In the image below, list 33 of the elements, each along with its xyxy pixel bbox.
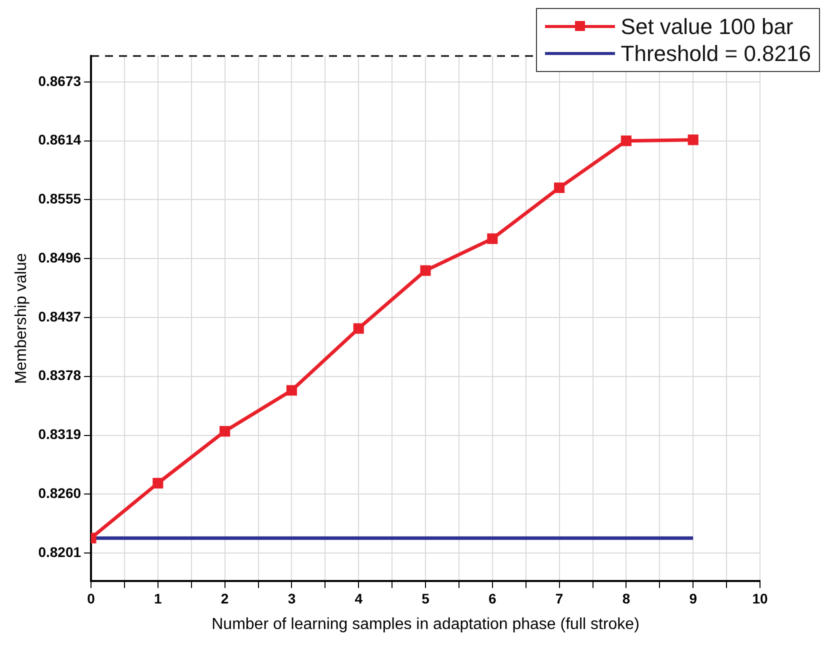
x-tick-label: 4 bbox=[354, 590, 363, 606]
x-tick-label: 2 bbox=[220, 590, 229, 606]
y-tick-label: 0.8437 bbox=[38, 308, 82, 324]
legend-label: Threshold = 0.8216 bbox=[620, 40, 811, 67]
point bbox=[688, 134, 698, 146]
x-tick-label: 8 bbox=[622, 590, 630, 606]
y-axis-title: Membership value bbox=[13, 253, 30, 384]
x-tick-label: 5 bbox=[422, 590, 430, 606]
x-axis-title: Number of learning samples in adaptation phase (full stroke) bbox=[212, 616, 640, 633]
x-tick-label: 9 bbox=[689, 590, 698, 606]
y-tick-label: 0.8673 bbox=[38, 72, 82, 89]
x-tick-label: 7 bbox=[555, 590, 564, 606]
x-tick-label: 0 bbox=[87, 590, 96, 606]
point bbox=[487, 233, 498, 244]
point bbox=[286, 385, 297, 396]
y-tick-label: 0.8378 bbox=[38, 367, 82, 384]
y-tick-label: 0.8614 bbox=[38, 132, 82, 148]
point bbox=[220, 426, 230, 437]
point bbox=[420, 265, 431, 276]
x-tick-label: 10 bbox=[752, 590, 768, 606]
y-tick-label: 0.8555 bbox=[38, 190, 82, 207]
x-tick-label: 6 bbox=[488, 590, 497, 606]
point bbox=[353, 323, 364, 334]
y-tick-label: 0.8496 bbox=[38, 249, 82, 266]
x-tick-label: 3 bbox=[288, 590, 296, 606]
point bbox=[620, 136, 632, 146]
y-tick-label: 0.8260 bbox=[38, 485, 82, 502]
point bbox=[152, 478, 164, 488]
y-tick-label: 0.8319 bbox=[38, 426, 82, 442]
x-tick-label: 1 bbox=[154, 590, 162, 606]
y-tick-label: 0.8201 bbox=[38, 544, 82, 560]
point bbox=[554, 182, 565, 194]
legend-label: Set value 100 bar bbox=[620, 13, 794, 40]
